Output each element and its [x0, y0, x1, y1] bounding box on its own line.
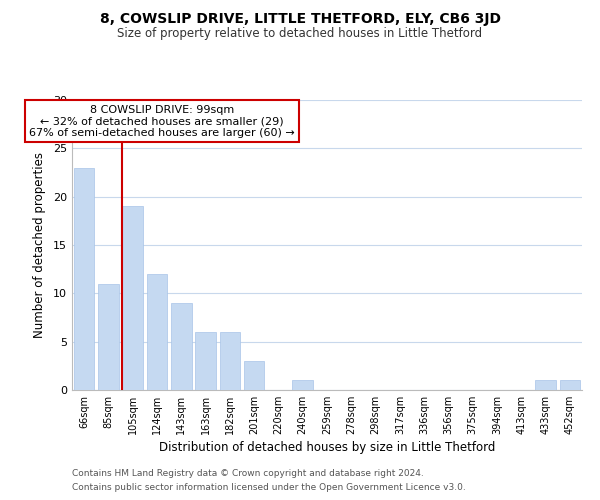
- Bar: [535, 380, 556, 390]
- Y-axis label: Number of detached properties: Number of detached properties: [33, 152, 46, 338]
- Bar: [74, 168, 94, 390]
- X-axis label: Distribution of detached houses by size in Little Thetford: Distribution of detached houses by size …: [159, 441, 495, 454]
- Bar: [560, 380, 580, 390]
- Bar: [122, 206, 143, 390]
- Text: Size of property relative to detached houses in Little Thetford: Size of property relative to detached ho…: [118, 28, 482, 40]
- Text: 8, COWSLIP DRIVE, LITTLE THETFORD, ELY, CB6 3JD: 8, COWSLIP DRIVE, LITTLE THETFORD, ELY, …: [100, 12, 500, 26]
- Bar: [171, 303, 191, 390]
- Bar: [292, 380, 313, 390]
- Text: 8 COWSLIP DRIVE: 99sqm
← 32% of detached houses are smaller (29)
67% of semi-det: 8 COWSLIP DRIVE: 99sqm ← 32% of detached…: [29, 105, 295, 138]
- Bar: [195, 332, 216, 390]
- Bar: [98, 284, 119, 390]
- Bar: [146, 274, 167, 390]
- Bar: [220, 332, 240, 390]
- Bar: [244, 361, 265, 390]
- Text: Contains HM Land Registry data © Crown copyright and database right 2024.: Contains HM Land Registry data © Crown c…: [72, 468, 424, 477]
- Text: Contains public sector information licensed under the Open Government Licence v3: Contains public sector information licen…: [72, 484, 466, 492]
